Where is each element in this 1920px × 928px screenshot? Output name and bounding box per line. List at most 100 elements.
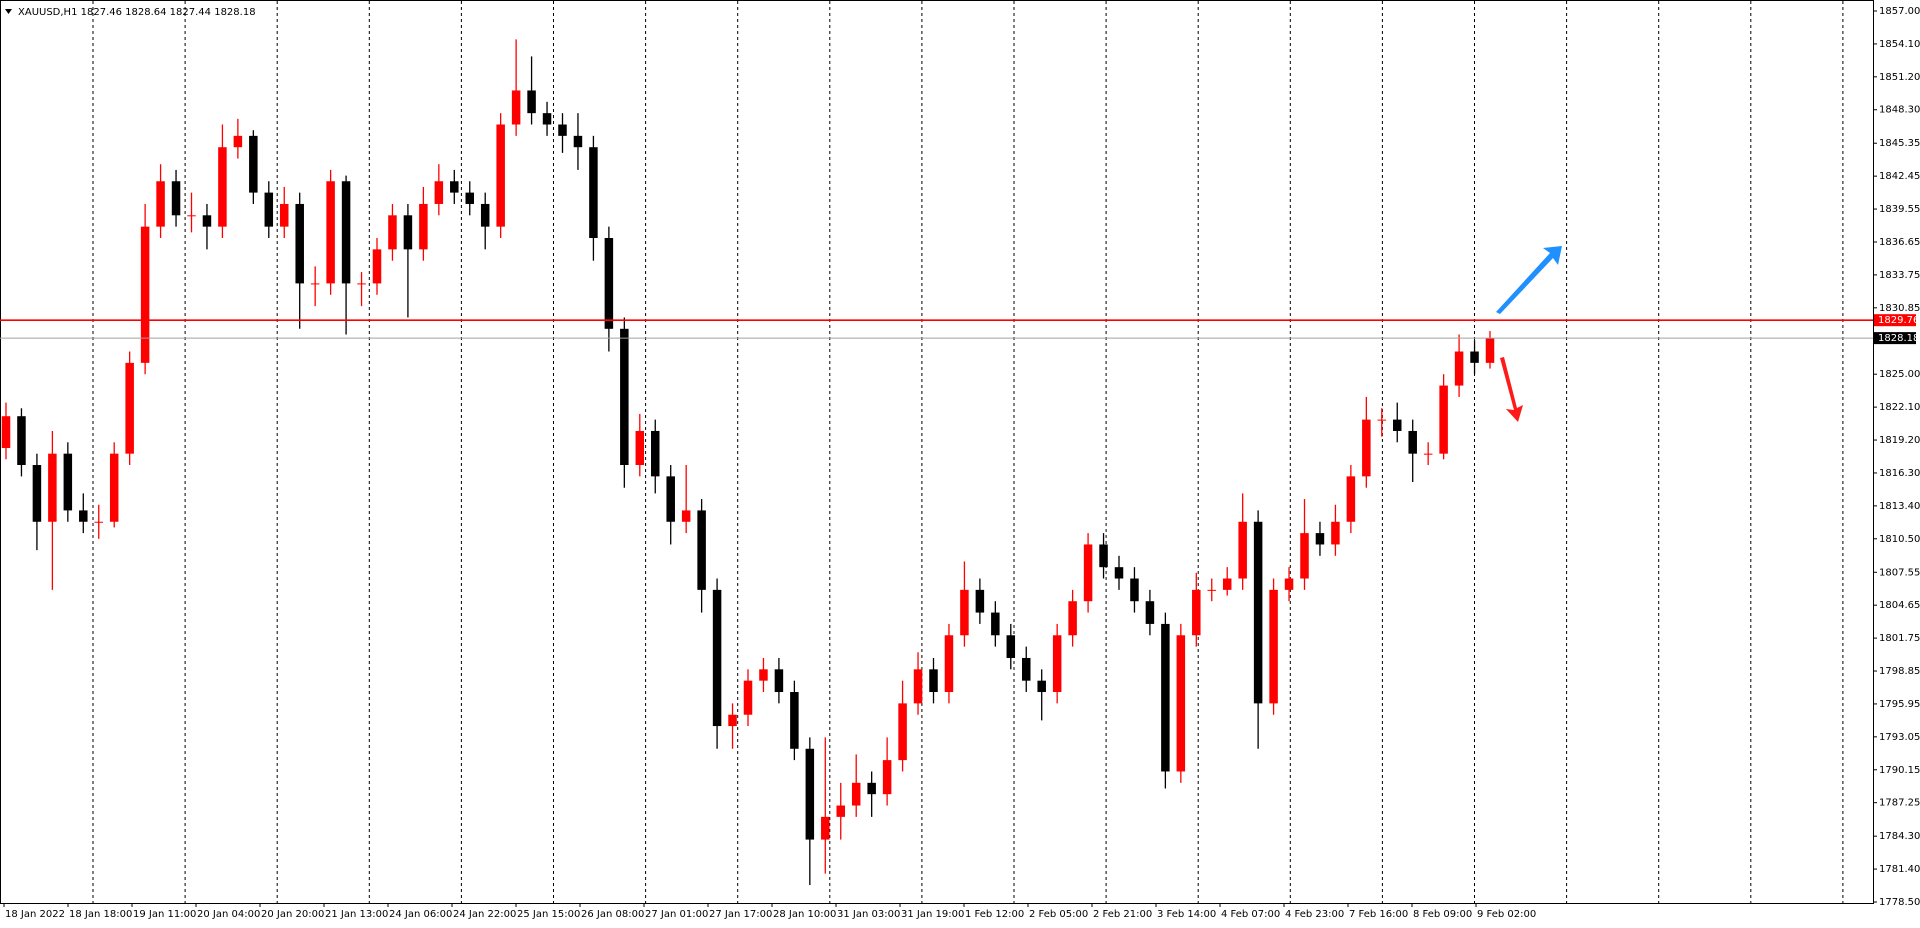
x-tick-label: 20 Jan 20:00	[261, 909, 324, 920]
candle-body	[1130, 578, 1139, 602]
down-arrow	[1500, 357, 1523, 422]
y-tick-label: 1790.15	[1879, 765, 1920, 776]
x-tick-label: 18 Jan 2022	[5, 909, 65, 920]
candle-body	[233, 135, 243, 148]
candle-body	[712, 589, 722, 727]
y-tick-label: 1854.10	[1879, 39, 1920, 50]
candle-body	[295, 203, 304, 284]
candles	[0, 39, 1873, 885]
candle-body	[1253, 521, 1263, 704]
candle-body	[17, 416, 26, 466]
candle-body	[63, 453, 73, 511]
y-tick-label: 1784.30	[1879, 831, 1920, 842]
candle-body	[1485, 338, 1495, 363]
x-tick-label: 8 Feb 09:00	[1413, 909, 1472, 920]
candle-body	[821, 816, 830, 840]
x-tick-label: 25 Jan 15:00	[517, 909, 580, 920]
candle-body	[496, 124, 505, 227]
price-label-box	[1874, 332, 1916, 345]
candle-body	[790, 692, 799, 749]
candle-body	[125, 362, 134, 454]
candle-body	[836, 805, 846, 817]
candle-body	[1099, 544, 1108, 568]
y-tick-label: 1842.45	[1879, 171, 1920, 182]
grid	[92, 1, 1844, 903]
y-tick-label: 1848.30	[1879, 105, 1920, 116]
x-tick-label: 2 Feb 21:00	[1093, 909, 1152, 920]
axes: 1857.00 1854.10 1851.20 1848.30 1845.35 1842.…	[3, 6, 1920, 920]
y-tick-label: 1795.95	[1879, 699, 1920, 710]
x-tick-label: 31 Jan 19:00	[901, 909, 964, 920]
y-tick-label: 1833.75	[1879, 270, 1920, 281]
x-tick-label: 28 Jan 10:00	[773, 909, 836, 920]
candle-body	[94, 521, 104, 523]
candle-body	[1346, 476, 1356, 522]
y-tick-label: 1825.00	[1879, 369, 1920, 380]
candle-body	[867, 782, 876, 795]
y-tick-label: 1804.65	[1879, 600, 1920, 611]
candle-body	[1083, 544, 1093, 602]
x-tick-label: 18 Jan 18:00	[69, 909, 132, 920]
x-tick-label: 27 Jan 01:00	[645, 909, 708, 920]
candle-body	[1331, 521, 1340, 545]
candle-body	[326, 181, 335, 284]
x-tick-label: 4 Feb 23:00	[1285, 909, 1344, 920]
candle-body	[310, 283, 320, 285]
candle-body	[1392, 419, 1402, 431]
candle-body	[32, 465, 42, 522]
x-tick-label: 31 Jan 03:00	[837, 909, 900, 920]
candle-body	[604, 238, 614, 329]
up-arrow	[1496, 246, 1562, 314]
y-tick-label: 1801.75	[1879, 633, 1920, 644]
candle-body	[1052, 635, 1062, 693]
price-label: 1829.76	[1878, 315, 1919, 326]
x-tick-label: 19 Jan 11:00	[133, 909, 196, 920]
candle-body	[1300, 533, 1309, 579]
x-tick-label: 24 Jan 22:00	[453, 909, 516, 920]
candle-body	[341, 181, 351, 284]
candle-body	[620, 328, 629, 466]
y-tick-label: 1793.05	[1879, 732, 1920, 743]
candle-body	[527, 90, 536, 114]
y-tick-label: 1836.65	[1879, 237, 1920, 248]
chart-title: XAUUSD,H1 1827.46 1828.64 1827.44 1828.1…	[18, 7, 256, 18]
x-tick-label: 3 Feb 14:00	[1157, 909, 1216, 920]
candle-body	[743, 680, 753, 715]
title-marker	[5, 9, 12, 14]
candle-body	[109, 453, 119, 522]
candle-body	[1362, 419, 1371, 477]
x-tick-label: 1 Feb 12:00	[965, 909, 1024, 920]
y-tick-label: 1851.20	[1879, 72, 1920, 83]
candle-body	[960, 589, 969, 636]
x-tick-label: 9 Feb 02:00	[1477, 909, 1536, 920]
candle-body	[1439, 385, 1448, 454]
candle-body	[1207, 589, 1217, 591]
candle-body	[140, 226, 150, 363]
x-tick-label: 7 Feb 16:00	[1349, 909, 1408, 920]
price-label-box	[1874, 314, 1916, 327]
candle-body	[558, 124, 567, 136]
candle-body	[1423, 453, 1433, 455]
candle-body	[589, 147, 598, 239]
candle-body	[805, 748, 815, 840]
candle-body	[1238, 521, 1247, 579]
x-tick-label: 26 Jan 08:00	[581, 909, 644, 920]
x-tick-label: 2 Feb 05:00	[1029, 909, 1088, 920]
candle-body	[991, 612, 1000, 636]
candle-body	[1021, 657, 1031, 681]
candle-body	[666, 476, 675, 522]
y-tick-label: 1781.40	[1879, 864, 1920, 875]
candle-body	[171, 181, 181, 216]
candle-body	[388, 215, 397, 250]
y-tick-label: 1819.20	[1879, 435, 1920, 446]
x-tick-label: 20 Jan 04:00	[197, 909, 260, 920]
candle-body	[434, 181, 444, 204]
y-tick-label: 1798.85	[1879, 666, 1920, 677]
candle-body	[1470, 351, 1479, 363]
y-tick-label: 1778.50	[1879, 897, 1920, 908]
candle-body	[728, 714, 737, 727]
candle-body	[635, 430, 645, 466]
candle-body	[759, 669, 768, 681]
candle-body	[573, 135, 583, 148]
